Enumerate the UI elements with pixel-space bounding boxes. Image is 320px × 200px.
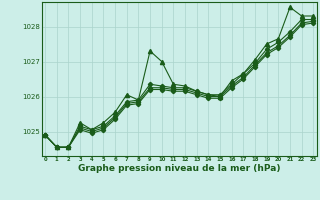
X-axis label: Graphe pression niveau de la mer (hPa): Graphe pression niveau de la mer (hPa) — [78, 164, 280, 173]
